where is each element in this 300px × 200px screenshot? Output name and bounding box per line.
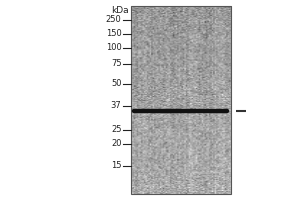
Text: 15: 15: [111, 162, 122, 170]
Bar: [130, 6, 231, 194]
Text: 150: 150: [106, 29, 122, 38]
Text: 25: 25: [111, 126, 122, 134]
Text: kDa: kDa: [111, 6, 129, 15]
Text: 100: 100: [106, 44, 122, 52]
Text: 50: 50: [111, 79, 122, 88]
Text: 20: 20: [111, 140, 122, 148]
Text: 75: 75: [111, 60, 122, 68]
Text: 250: 250: [106, 16, 122, 24]
Text: 37: 37: [111, 102, 122, 110]
